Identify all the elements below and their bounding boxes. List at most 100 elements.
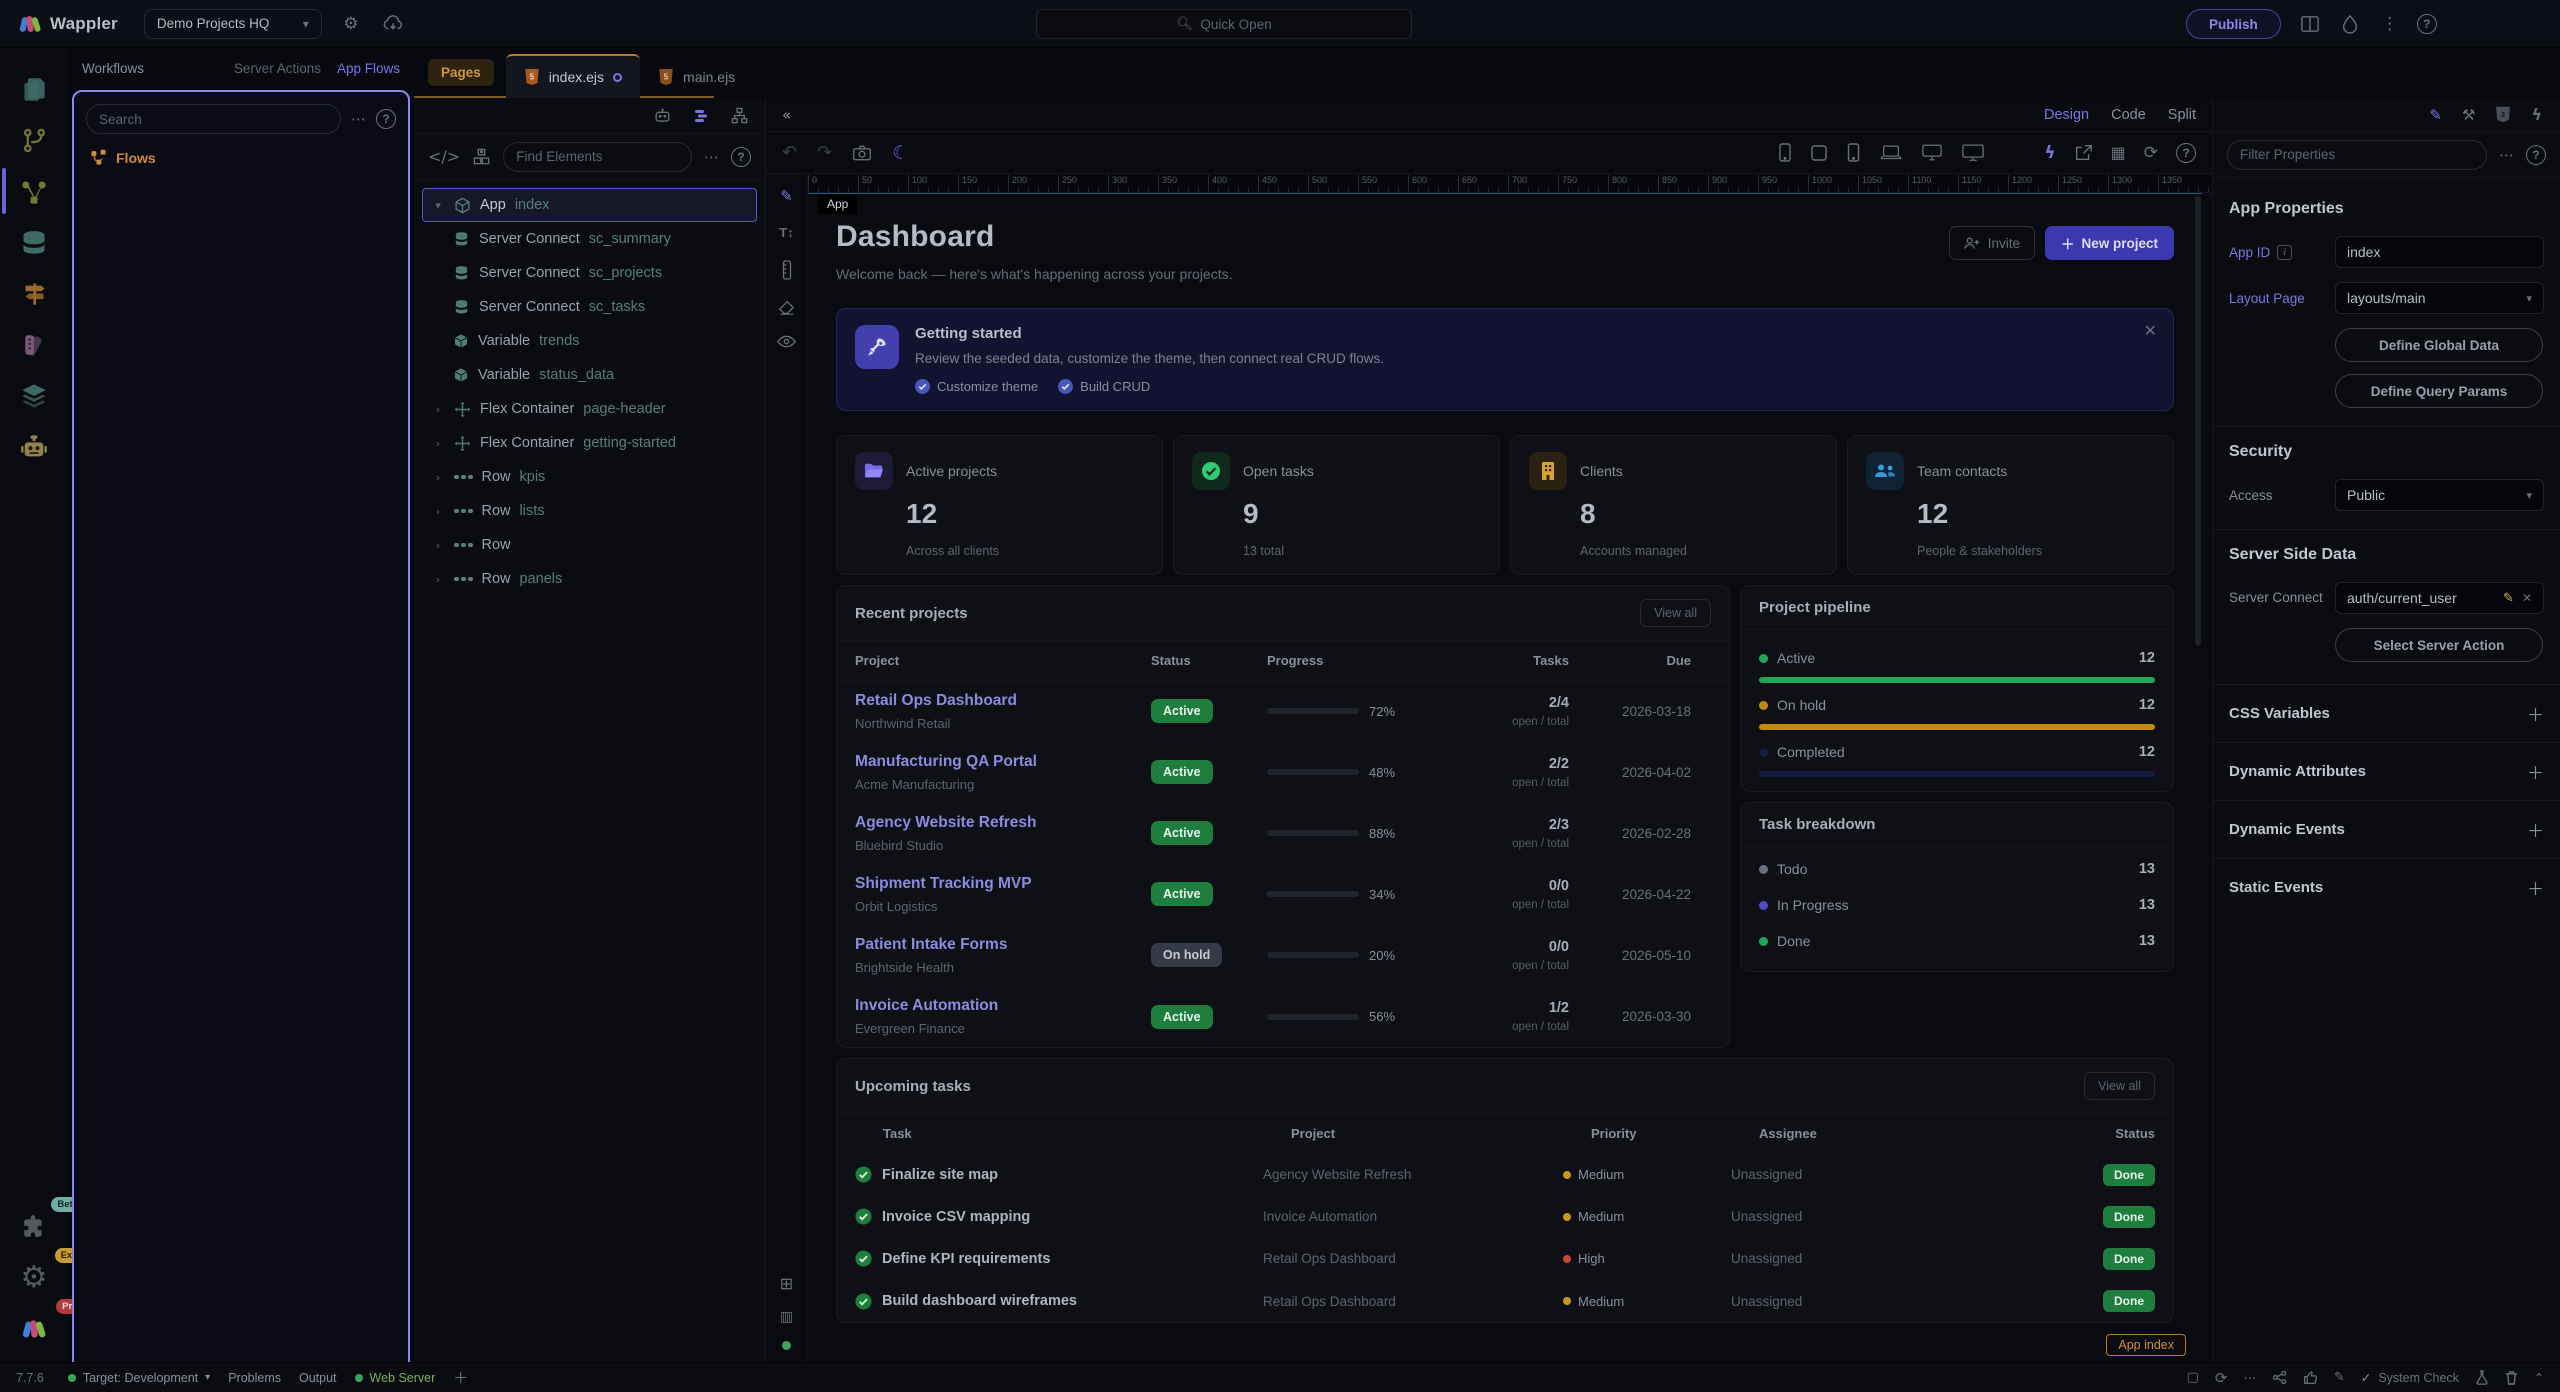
device-tablet-icon[interactable] <box>1811 145 1827 161</box>
beaker-icon[interactable] <box>2475 1370 2489 1385</box>
rail-ai-robot-icon[interactable] <box>0 421 68 472</box>
pages-button[interactable]: Pages <box>428 59 494 86</box>
tree-item-row[interactable]: › Row lists <box>422 494 757 528</box>
layout-page-select[interactable]: layouts/main ▾ <box>2335 282 2544 314</box>
add-icon[interactable]: ＋ <box>2527 817 2544 842</box>
settings-gear-icon[interactable]: ⚙ <box>338 11 364 37</box>
device-desktop-icon[interactable] <box>1922 144 1942 161</box>
rail-git-icon[interactable] <box>0 115 68 166</box>
rail-extensions-icon[interactable]: Beta <box>0 1201 68 1252</box>
device-laptop-icon[interactable] <box>1880 144 1902 161</box>
design-help-icon[interactable]: ? <box>2176 143 2196 163</box>
edit-pencil-icon[interactable]: ✎ <box>780 187 793 205</box>
screenshot-camera-icon[interactable] <box>852 144 872 162</box>
tree-item-flex-container[interactable]: › Flex Container page-header <box>422 392 757 426</box>
add-icon[interactable]: ＋ <box>2527 701 2544 726</box>
undo-icon[interactable]: ↶ <box>782 142 797 163</box>
mode-code[interactable]: Code <box>2111 107 2146 123</box>
find-elements-input[interactable]: Find Elements <box>503 142 692 172</box>
chevron-collapsed-icon[interactable]: › <box>431 471 445 484</box>
tree-view-icon[interactable] <box>730 106 749 125</box>
tree-item-row[interactable]: › Row panels <box>422 562 757 596</box>
tree-item-flex-container[interactable]: › Flex Container getting-started <box>422 426 757 460</box>
mode-design[interactable]: Design <box>2044 107 2089 123</box>
chevron-collapsed-icon[interactable]: › <box>431 539 445 552</box>
quick-open-button[interactable]: 🔍︎ Quick Open <box>1036 9 1412 39</box>
task-row[interactable]: Build dashboard wireframes Retail Ops Da… <box>837 1280 2173 1322</box>
edit-action-icon[interactable]: ✎ <box>2503 591 2514 606</box>
open-in-browser-icon[interactable] <box>2074 144 2093 161</box>
invite-button[interactable]: Invite <box>1949 226 2035 260</box>
view-all-button[interactable]: View all <box>2084 1072 2155 1100</box>
tab-app-flows[interactable]: App Flows <box>337 61 400 76</box>
cloud-download-icon[interactable] <box>380 11 406 37</box>
tree-item-app-index[interactable]: ▾ App index <box>422 188 757 222</box>
chevron-collapsed-icon[interactable]: › <box>431 403 445 416</box>
filter-more-icon[interactable]: ⋯ <box>2499 146 2514 164</box>
rail-routes-icon[interactable] <box>0 268 68 319</box>
tree-item-server-connect[interactable]: Server Connect sc_projects <box>422 256 757 290</box>
canvas-scrollbar[interactable] <box>2195 196 2201 646</box>
access-select[interactable]: Public ▾ <box>2335 479 2544 511</box>
app-id-input[interactable]: index <box>2335 236 2544 268</box>
filter-properties-input[interactable]: Filter Properties <box>2227 140 2487 170</box>
tab-main-ejs[interactable]: 5 main.ejs <box>640 54 753 98</box>
task-row[interactable]: Invoice CSV mapping Invoice Automation M… <box>837 1196 2173 1238</box>
device-phone-landscape-icon[interactable] <box>1847 143 1860 162</box>
task-row[interactable]: Finalize site map Agency Website Refresh… <box>837 1154 2173 1196</box>
clear-icon[interactable]: ✕ <box>2522 591 2532 605</box>
project-selector[interactable]: Demo Projects HQ ▾ <box>144 9 322 39</box>
chevron-expanded-icon[interactable]: ▾ <box>431 199 445 212</box>
tree-item-server-connect[interactable]: Server Connect sc_tasks <box>422 290 757 324</box>
view-all-button[interactable]: View all <box>1640 599 1711 627</box>
tree-item-row[interactable]: › Row kpis <box>422 460 757 494</box>
vertical-ruler-icon[interactable] <box>782 260 792 280</box>
thumbs-up-icon[interactable] <box>2303 1370 2318 1385</box>
code-view-icon[interactable]: </> <box>428 147 460 166</box>
eraser-icon[interactable] <box>778 300 795 315</box>
tree-item-server-connect[interactable]: Server Connect sc_summary <box>422 222 757 256</box>
expand-panel-icon[interactable]: ⌃ <box>2534 1371 2544 1385</box>
project-row[interactable]: Manufacturing QA PortalAcme Manufacturin… <box>837 742 1729 803</box>
rail-workflows-icon[interactable] <box>0 166 68 217</box>
rail-styles-icon[interactable] <box>0 319 68 370</box>
problems-button[interactable]: Problems <box>228 1371 281 1385</box>
overflow-icon[interactable]: ⋯ <box>2243 1370 2256 1385</box>
rail-pages-icon[interactable] <box>0 64 68 115</box>
properties-help-icon[interactable]: ? <box>2526 145 2546 165</box>
project-row[interactable]: Retail Ops DashboardNorthwind Retail Act… <box>837 681 1729 742</box>
css-shield-icon[interactable]: 3 <box>2495 106 2511 123</box>
refresh-icon[interactable]: ⟳ <box>2144 143 2158 163</box>
ai-assistant-icon[interactable] <box>653 106 672 125</box>
new-project-button[interactable]: ＋ New project <box>2045 226 2174 260</box>
section-static-events[interactable]: Static Events ＋ <box>2213 858 2560 916</box>
structure-help-icon[interactable]: ? <box>731 147 751 167</box>
eye-icon[interactable] <box>777 335 796 348</box>
share-nodes-icon[interactable] <box>2272 1370 2287 1385</box>
collapse-left-icon[interactable]: « <box>782 106 791 124</box>
flows-help-icon[interactable]: ? <box>376 109 396 129</box>
tab-index-ejs[interactable]: 5 index.ejs <box>506 54 640 98</box>
tools-icon[interactable]: ⚒ <box>2462 106 2475 124</box>
flows-search-input[interactable]: Search <box>86 104 341 134</box>
window-icon[interactable]: ▢ <box>2187 1370 2199 1385</box>
section-dynamic-attributes[interactable]: Dynamic Attributes ＋ <box>2213 742 2560 800</box>
rail-database-icon[interactable] <box>0 217 68 268</box>
trash-icon[interactable] <box>2505 1370 2518 1385</box>
more-options-icon[interactable]: ⋯ <box>351 110 366 128</box>
system-check[interactable]: ✓ System Check <box>2361 1370 2459 1385</box>
snap-columns-icon[interactable]: ▥ <box>780 1309 793 1325</box>
project-row[interactable]: Patient Intake FormsBrightside Health On… <box>837 925 1729 986</box>
add-icon[interactable]: ＋ <box>2527 759 2544 784</box>
events-bolt-icon[interactable]: ϟ <box>2531 105 2542 124</box>
project-row[interactable]: Invoice AutomationEvergreen Finance Acti… <box>837 986 1729 1047</box>
project-row[interactable]: Agency Website RefreshBluebird Studio Ac… <box>837 803 1729 864</box>
kebab-menu-icon[interactable]: ⋮ <box>2377 11 2403 37</box>
section-css-variables[interactable]: CSS Variables ＋ <box>2213 684 2560 742</box>
text-size-icon[interactable]: T↕ <box>779 225 793 240</box>
tree-item-variable[interactable]: Variable trends <box>422 324 757 358</box>
list-view-icon[interactable] <box>692 107 710 125</box>
server-connect-input[interactable]: auth/current_user ✎ ✕ <box>2335 582 2544 614</box>
tab-server-actions[interactable]: Server Actions <box>234 61 321 76</box>
components-icon[interactable] <box>472 147 491 166</box>
